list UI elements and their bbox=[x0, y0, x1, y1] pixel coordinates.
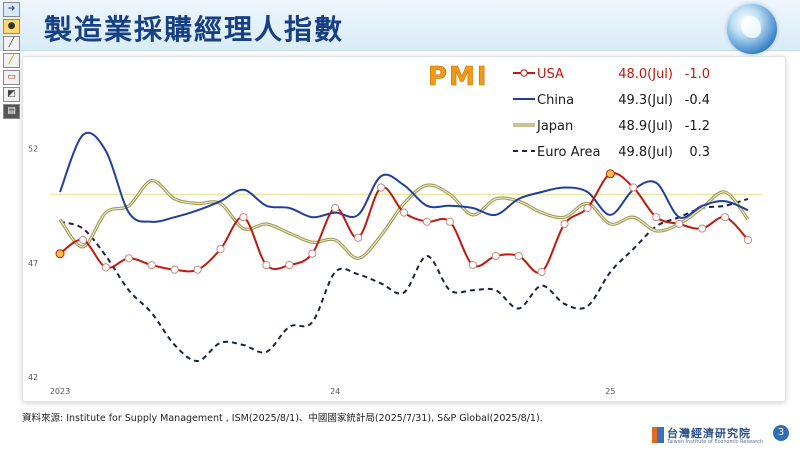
legend-latest: 49.8(Jul) bbox=[618, 145, 673, 160]
legend-latest: 48.9(Jul) bbox=[618, 119, 673, 134]
usa-point bbox=[560, 219, 569, 229]
y-tick-label: 52 bbox=[28, 145, 38, 154]
ink-icon[interactable]: ◩ bbox=[3, 87, 20, 102]
usa-point bbox=[605, 169, 615, 179]
x-tick-label: 25 bbox=[605, 387, 615, 396]
logo-name: 台灣經濟研究院 bbox=[667, 427, 751, 440]
usa-point bbox=[124, 254, 133, 263]
chart-title: PMI bbox=[428, 62, 489, 92]
usa-point bbox=[399, 208, 409, 217]
y-tick-label: 47 bbox=[28, 259, 38, 268]
legend-label: Japan bbox=[536, 119, 573, 134]
legend-latest: 49.3(Jul) bbox=[618, 93, 673, 108]
usa-point bbox=[216, 245, 225, 254]
usa-point bbox=[193, 265, 202, 274]
pen-icon[interactable]: ╱ bbox=[3, 36, 20, 51]
usa-point bbox=[491, 251, 500, 261]
slide-title: 製造業採購經理人指數 bbox=[44, 13, 345, 46]
usa-point bbox=[55, 249, 65, 259]
slide-header: 製造業採購經理人指數 bbox=[0, 0, 800, 51]
logo-subtitle: Taiwan Institute of Economic Research bbox=[667, 439, 764, 445]
usa-point bbox=[583, 203, 592, 213]
options-icon[interactable]: ▤ bbox=[3, 104, 20, 119]
usa-point bbox=[652, 213, 661, 222]
usa-point bbox=[629, 183, 638, 192]
usa-point bbox=[675, 219, 684, 229]
usa-point bbox=[698, 224, 707, 233]
usa-point bbox=[285, 261, 294, 270]
usa-point bbox=[170, 265, 179, 274]
usa-point bbox=[354, 233, 363, 242]
presenter-toolbar: ➜ ● ╱ ╱ ▭ ◩ ▤ bbox=[3, 2, 20, 119]
y-tick-label: 42 bbox=[28, 373, 38, 382]
globe-icon bbox=[727, 4, 777, 54]
usa-point bbox=[376, 183, 386, 192]
euro-area-line bbox=[59, 197, 749, 362]
x-tick-label: 2023 bbox=[50, 387, 70, 396]
legend-change: -1.0 bbox=[685, 67, 710, 82]
source-note: 資料來源: Institute for Supply Management , … bbox=[22, 413, 543, 424]
legend-latest: 48.0(Jul) bbox=[618, 67, 673, 82]
usa-point bbox=[537, 267, 546, 277]
legend-label: Euro Area bbox=[537, 145, 601, 160]
usa-point bbox=[262, 261, 271, 270]
usa-point bbox=[468, 261, 477, 270]
legend-label: China bbox=[537, 93, 574, 108]
legend-change: 0.3 bbox=[689, 145, 710, 160]
usa-point bbox=[743, 235, 753, 245]
usa-point bbox=[239, 213, 248, 222]
legend-label: USA bbox=[537, 67, 564, 82]
chart-panel: 42 47 52 2023 24 25 PMI USA 48.0(Jul) -1.0 China 49… bbox=[22, 56, 786, 402]
usa-point bbox=[101, 263, 110, 272]
arrow-icon[interactable]: ➜ bbox=[3, 2, 20, 17]
usa-point bbox=[445, 217, 454, 226]
usa-point bbox=[331, 203, 340, 213]
x-tick-label: 24 bbox=[330, 387, 340, 396]
pointer-icon[interactable]: ● bbox=[3, 19, 20, 34]
japan-line-inner bbox=[59, 180, 749, 259]
usa-point bbox=[147, 261, 156, 270]
usa-point bbox=[308, 249, 317, 258]
usa-point bbox=[514, 251, 523, 261]
highlighter-icon[interactable]: ╱ bbox=[3, 53, 20, 68]
logo-mark-icon bbox=[652, 427, 664, 443]
eraser-icon[interactable]: ▭ bbox=[3, 70, 20, 85]
page-number: 3 bbox=[773, 425, 789, 441]
pmi-chart: 42 47 52 2023 24 25 PMI USA 48.0(Jul) -1.0 China 49… bbox=[28, 62, 763, 396]
usa-point bbox=[422, 217, 432, 226]
legend-change: -0.4 bbox=[685, 93, 710, 108]
usa-point bbox=[720, 213, 730, 222]
usa-point bbox=[78, 235, 88, 245]
legend-marker-usa bbox=[520, 69, 528, 77]
legend-change: -1.2 bbox=[685, 119, 710, 134]
